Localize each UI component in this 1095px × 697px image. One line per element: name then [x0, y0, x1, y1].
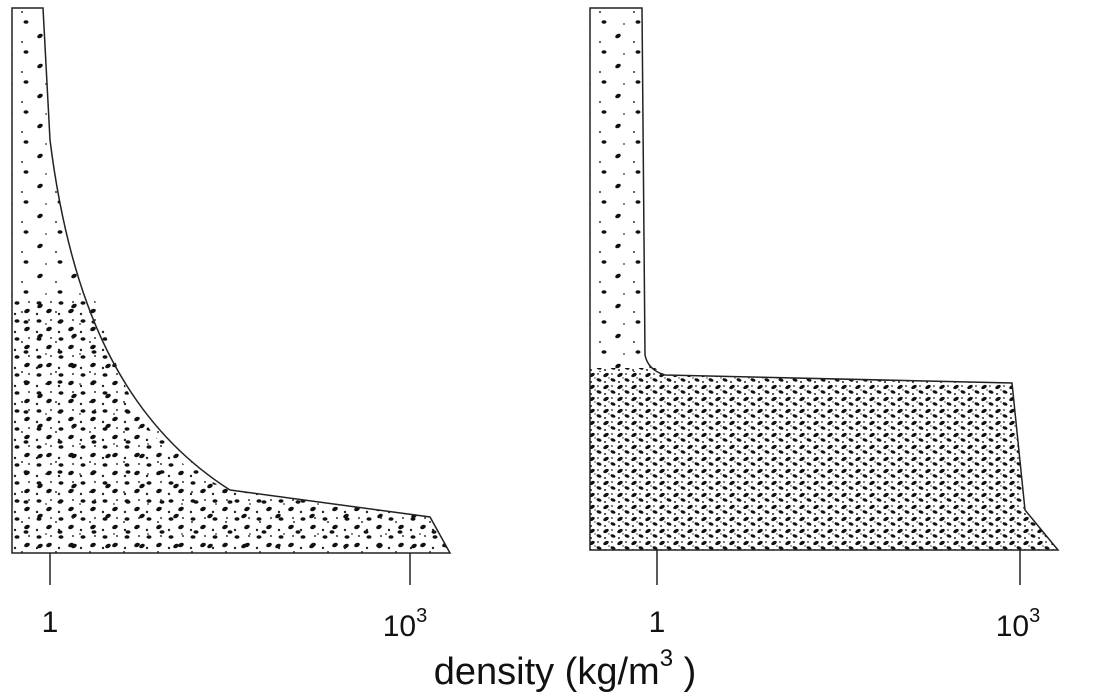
tick-label: 1: [42, 606, 59, 639]
right-panel: 1 103: [589, 7, 1060, 643]
density-profile-fill-lower: [12, 300, 450, 553]
tick-label: 1: [649, 606, 666, 639]
density-profile-fill-upper: [590, 8, 655, 372]
axis-label: density (kg/m3 ): [434, 645, 697, 693]
density-profile-outline: [11, 7, 452, 554]
tick-label: 103: [996, 605, 1041, 643]
density-profile-outline: [589, 7, 1060, 551]
density-profile-fill-lower: [590, 368, 1058, 550]
tick-label: 103: [383, 605, 428, 643]
left-panel: 1 103: [11, 7, 452, 643]
